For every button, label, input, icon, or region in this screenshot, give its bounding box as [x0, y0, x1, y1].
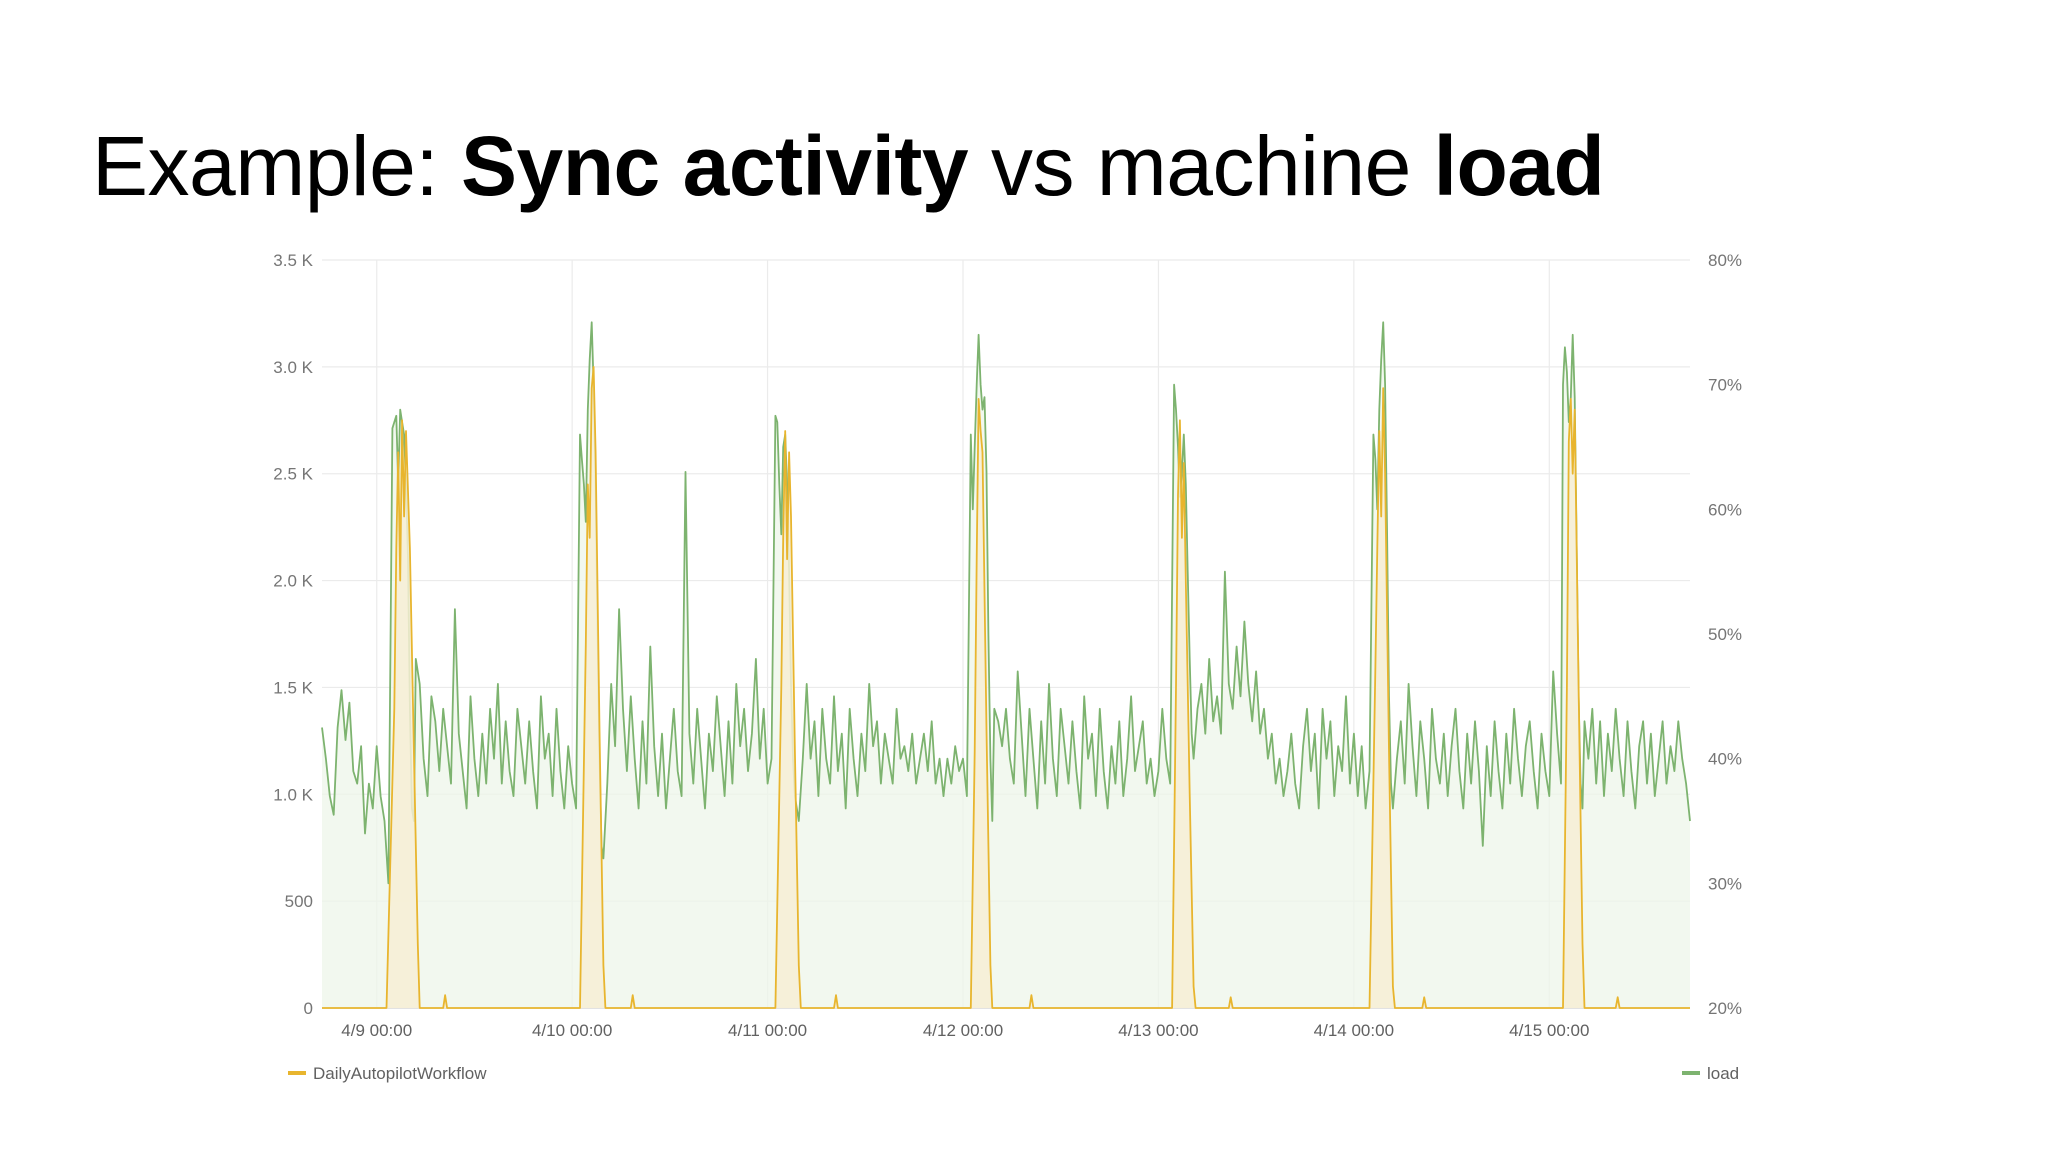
y-left-tick-label: 1.0 K	[273, 785, 313, 804]
x-tick-label: 4/10 00:00	[532, 1021, 612, 1040]
title-part-sync-activity: Sync activity	[461, 119, 969, 213]
load-area	[322, 322, 1690, 1008]
title-part-vs-machine: vs machine	[968, 119, 1434, 213]
legend-label-daily-autopilot-workflow: DailyAutopilotWorkflow	[313, 1064, 487, 1083]
legend-label-load: load	[1707, 1064, 1739, 1083]
y-left-tick-label: 1.5 K	[273, 678, 313, 697]
x-tick-label: 4/9 00:00	[341, 1021, 412, 1040]
y-right-tick-label: 60%	[1708, 500, 1742, 519]
daily-autopilot-workflow-line	[322, 366, 1690, 1009]
legend: DailyAutopilotWorkflow load	[288, 1064, 1739, 1083]
y-right-tick-label: 40%	[1708, 750, 1742, 769]
y-left-tick-label: 0	[304, 999, 313, 1018]
y-left-tick-label: 2.0 K	[273, 572, 313, 591]
y-left-tick-label: 500	[285, 892, 313, 911]
y-right-tick-label: 30%	[1708, 874, 1742, 893]
y-right-tick-label: 70%	[1708, 376, 1742, 395]
series-layer	[321, 321, 1691, 1009]
y-left-tick-label: 3.5 K	[273, 251, 313, 270]
slide-title: Example: Sync activity vs machine load	[92, 118, 1605, 215]
x-tick-label: 4/14 00:00	[1314, 1021, 1394, 1040]
title-part-load: load	[1433, 119, 1605, 213]
y-left-tick-label: 2.5 K	[273, 465, 313, 484]
x-tick-label: 4/13 00:00	[1118, 1021, 1198, 1040]
title-part-prefix: Example:	[92, 119, 461, 213]
daily-autopilot-workflow-area	[322, 366, 1690, 1008]
y-left-tick-label: 3.0 K	[273, 358, 313, 377]
y-right-tick-label: 20%	[1708, 999, 1742, 1018]
y-right-tick-label: 50%	[1708, 625, 1742, 644]
y-right-tick-label: 80%	[1708, 251, 1742, 270]
axes: 0 500 1.0 K 1.5 K 2.0 K 2.5 K 3.0 K 3.5 K 20% 30%…	[273, 251, 1742, 1040]
x-tick-label: 4/15 00:00	[1509, 1021, 1589, 1040]
load-line	[321, 321, 1691, 885]
x-tick-label: 4/12 00:00	[923, 1021, 1003, 1040]
x-tick-label: 4/11 00:00	[728, 1021, 807, 1040]
